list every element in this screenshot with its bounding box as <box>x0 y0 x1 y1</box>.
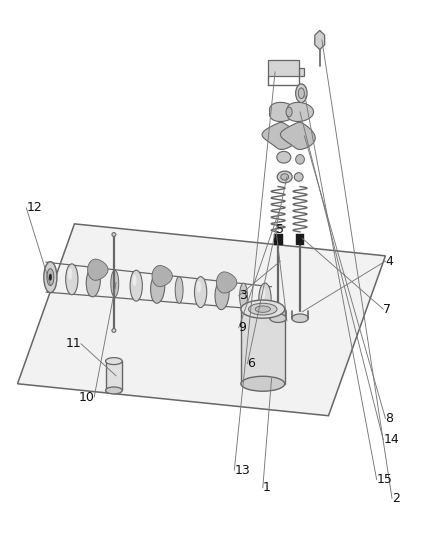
Ellipse shape <box>241 376 285 391</box>
Ellipse shape <box>298 88 304 99</box>
Ellipse shape <box>112 232 116 237</box>
Polygon shape <box>216 272 237 293</box>
Ellipse shape <box>130 270 142 301</box>
Ellipse shape <box>249 303 277 315</box>
Text: 12: 12 <box>26 201 42 214</box>
Polygon shape <box>106 361 122 390</box>
Ellipse shape <box>215 279 229 310</box>
Ellipse shape <box>270 314 286 322</box>
Ellipse shape <box>294 173 303 181</box>
Text: 13: 13 <box>234 464 250 477</box>
Text: 10: 10 <box>78 391 94 403</box>
Polygon shape <box>262 123 297 149</box>
Ellipse shape <box>68 268 72 280</box>
Polygon shape <box>18 224 385 416</box>
Polygon shape <box>241 309 285 384</box>
Polygon shape <box>268 60 304 76</box>
Ellipse shape <box>86 266 100 297</box>
Text: 8: 8 <box>385 412 393 425</box>
Text: 3: 3 <box>239 289 247 302</box>
Ellipse shape <box>194 277 207 308</box>
Ellipse shape <box>66 264 78 295</box>
Ellipse shape <box>106 358 122 365</box>
Text: 7: 7 <box>383 303 391 316</box>
Polygon shape <box>152 265 173 287</box>
Bar <box>274 234 283 245</box>
Text: 1: 1 <box>263 481 271 494</box>
Text: 6: 6 <box>247 357 255 370</box>
Ellipse shape <box>44 262 57 293</box>
Ellipse shape <box>277 171 292 183</box>
Polygon shape <box>88 259 108 280</box>
Text: 5: 5 <box>276 223 284 236</box>
Text: 2: 2 <box>392 492 400 505</box>
Text: 4: 4 <box>385 255 393 268</box>
Polygon shape <box>269 102 296 122</box>
Ellipse shape <box>132 274 137 286</box>
Ellipse shape <box>175 277 183 303</box>
Ellipse shape <box>49 274 52 280</box>
Ellipse shape <box>292 314 308 322</box>
Polygon shape <box>315 30 325 50</box>
Ellipse shape <box>286 107 292 117</box>
Ellipse shape <box>241 300 285 318</box>
Ellipse shape <box>277 151 291 163</box>
Text: 11: 11 <box>65 337 81 350</box>
Bar <box>296 234 304 245</box>
Ellipse shape <box>111 270 119 297</box>
Polygon shape <box>280 123 315 149</box>
Ellipse shape <box>296 155 304 164</box>
Ellipse shape <box>259 283 271 314</box>
Ellipse shape <box>281 174 289 180</box>
Ellipse shape <box>240 283 247 310</box>
Text: 14: 14 <box>383 433 399 446</box>
Ellipse shape <box>261 287 265 299</box>
Ellipse shape <box>112 328 116 333</box>
Ellipse shape <box>47 269 54 286</box>
Text: 9: 9 <box>239 321 247 334</box>
Ellipse shape <box>197 281 201 293</box>
Ellipse shape <box>106 387 122 394</box>
Ellipse shape <box>255 306 271 312</box>
Ellipse shape <box>151 272 165 303</box>
Polygon shape <box>287 102 314 122</box>
Ellipse shape <box>296 84 307 102</box>
Text: 15: 15 <box>377 473 392 486</box>
